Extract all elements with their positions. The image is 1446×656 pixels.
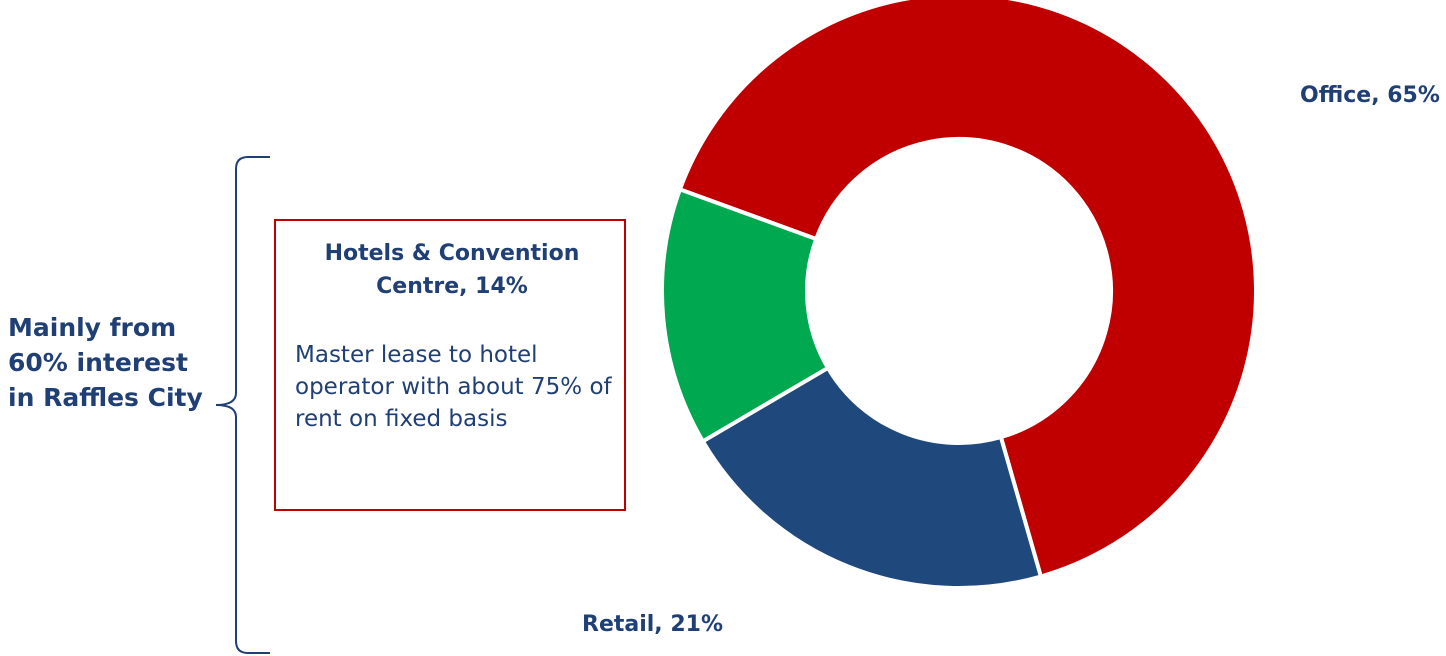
side-note: Mainly from 60% interest in Raffles City — [8, 313, 203, 412]
slice-retail — [700, 365, 1044, 590]
bracket — [215, 156, 270, 654]
donut-slices — [660, 0, 1258, 590]
slice-hotels-convention-centre — [660, 186, 831, 445]
callout-body: Master lease to hotel operator with abou… — [295, 342, 612, 432]
hotels-callout-box: Hotels & Convention Centre, 14% Master l… — [274, 219, 626, 511]
slice-label-retail: Retail, 21% — [582, 612, 723, 637]
slice-label-office: Office, 65% — [1300, 83, 1440, 108]
callout-title: Hotels & Convention Centre, 14% — [324, 241, 580, 299]
slice-office — [677, 0, 1258, 579]
